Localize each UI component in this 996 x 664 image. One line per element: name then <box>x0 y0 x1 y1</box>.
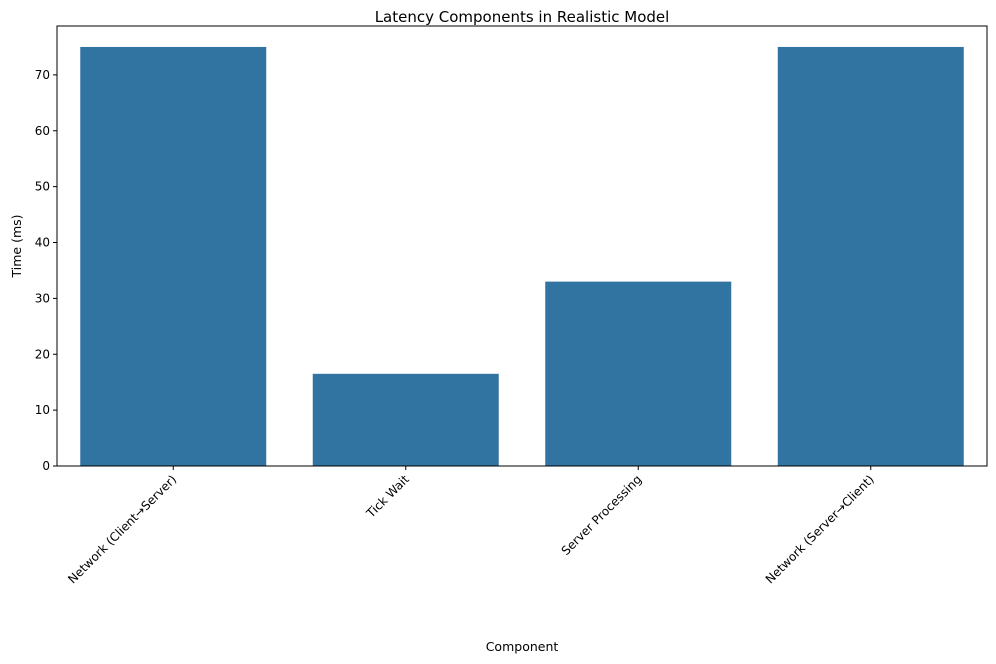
bar-0 <box>80 46 267 466</box>
y-tick-label-5: 50 <box>35 180 50 194</box>
chart-title: Latency Components in Realistic Model <box>375 8 670 26</box>
bar-1 <box>312 373 499 466</box>
bar-2 <box>545 281 732 466</box>
bar-3 <box>777 46 964 466</box>
y-tick-label-3: 30 <box>35 291 50 305</box>
x-tick-label-1: Tick Wait <box>363 472 412 521</box>
y-tick-label-7: 70 <box>35 68 50 82</box>
x-axis-label: Component <box>486 639 559 654</box>
y-tick-label-6: 60 <box>35 124 50 138</box>
x-tick-label-2: Server Processing <box>559 472 645 558</box>
y-tick-label-4: 40 <box>35 236 50 250</box>
plot-frame <box>56 25 988 467</box>
bars-layer <box>80 46 964 466</box>
y-axis-label: Time (ms) <box>9 214 24 278</box>
y-axis: 0 10 20 30 40 50 60 70 <box>35 68 57 473</box>
x-tick-label-3: Network (Server→Client) <box>763 472 877 586</box>
x-tick-label-0: Network (Client→Server) <box>65 472 179 586</box>
x-axis: Network (Client→Server) Tick Wait Server P… <box>65 466 877 586</box>
y-tick-label-2: 20 <box>35 347 50 361</box>
y-tick-label-1: 10 <box>35 403 50 417</box>
y-tick-label-0: 0 <box>42 459 50 473</box>
